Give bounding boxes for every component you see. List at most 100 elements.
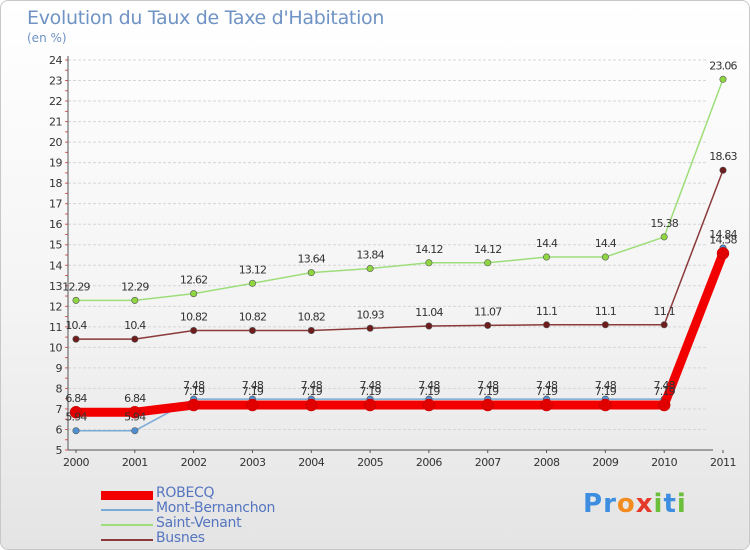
data-label: 7.48: [654, 379, 676, 392]
data-point: [128, 405, 142, 419]
data-label: 7.19: [595, 385, 617, 398]
data-label: 13.64: [298, 253, 326, 266]
series-line-robecq: [71, 248, 728, 417]
data-label: 14.4: [595, 237, 617, 250]
x-tick-label: 2007: [475, 456, 501, 469]
data-label: 7.48: [595, 379, 617, 392]
data-point: [190, 290, 198, 298]
data-label: 7.48: [477, 379, 499, 392]
data-point: [307, 327, 315, 335]
data-label: 23.06: [709, 59, 737, 72]
data-label: 14.58: [709, 233, 737, 246]
data-point: [72, 427, 80, 435]
data-point: [599, 398, 612, 412]
y-tick-label: 5: [56, 444, 63, 457]
legend-label: Saint-Venant: [156, 515, 242, 531]
x-tick-label: 2005: [357, 456, 383, 469]
legend-swatch: [101, 539, 153, 541]
data-label: 13.12: [239, 263, 267, 276]
data-label: 18.63: [709, 150, 737, 163]
y-tick-label: 23: [49, 75, 62, 88]
legend-label: Busnes: [156, 530, 205, 546]
data-label: 7.48: [359, 379, 381, 392]
x-tick-label: 2006: [416, 456, 442, 469]
data-label: 14.4: [536, 237, 558, 250]
series-lines: [69, 75, 730, 435]
data-point: [190, 327, 198, 335]
y-tick-label: 11: [49, 321, 62, 334]
y-tick-label: 17: [49, 198, 62, 211]
data-label: 10.4: [65, 319, 87, 332]
data-label: 10.82: [298, 311, 326, 324]
data-label: 7.19: [301, 385, 323, 398]
legend-swatch: [101, 490, 153, 500]
data-label: 5.94: [65, 411, 87, 424]
x-tick-label: 2010: [651, 456, 677, 469]
chart-title: Evolution du Taux de Taxe d'Habitation: [27, 7, 385, 29]
data-label: 7.48: [418, 379, 440, 392]
x-tick-label: 2011: [710, 456, 736, 469]
logo-letter: i: [676, 489, 687, 519]
y-tick-label: 18: [49, 177, 62, 190]
data-label: 10.82: [239, 311, 267, 324]
data-point: [72, 296, 80, 304]
data-label: 6.84: [65, 392, 87, 405]
legend-label: Mont-Bernanchon: [156, 500, 276, 516]
data-point: [484, 321, 492, 329]
axes: [65, 56, 724, 453]
data-point: [305, 398, 318, 412]
y-tick-label: 21: [49, 116, 62, 129]
data-label: 14.12: [415, 243, 443, 256]
logo-letter: r: [603, 489, 617, 519]
data-point: [248, 327, 256, 335]
data-point: [657, 398, 671, 412]
logo-letter: P: [583, 489, 604, 519]
data-point: [540, 398, 553, 412]
legend-label: ROBECQ: [156, 485, 215, 501]
data-label: 7.48: [242, 379, 264, 392]
logo-letter: t: [663, 489, 677, 519]
data-label: 7.48: [536, 379, 558, 392]
y-tick-label: 16: [49, 218, 62, 231]
y-tick-label: 15: [49, 239, 62, 252]
data-label: 14.84: [709, 228, 737, 241]
data-label: 7.19: [359, 385, 381, 398]
data-labels: 12.29 12.29 12.62 13.12 13.64 13.84 14.12 14.12…: [62, 59, 738, 424]
data-point: [543, 321, 551, 329]
y-tick-label: 20: [49, 136, 62, 149]
data-label: 11.07: [474, 305, 502, 318]
series-line-busnes: [75, 169, 724, 340]
logo-letter: x: [635, 489, 654, 519]
x-tick-label: 2001: [122, 456, 148, 469]
logo-letter: o: [616, 489, 636, 519]
data-point: [716, 247, 730, 260]
data-label: 7.19: [183, 385, 205, 398]
data-label: 11.04: [415, 306, 443, 319]
data-label: 11.1: [536, 305, 557, 318]
data-point: [425, 259, 433, 267]
legend-swatch: [101, 509, 153, 511]
data-point: [187, 398, 200, 412]
y-tick-label: 13: [49, 280, 62, 293]
y-tick-label: 6: [56, 423, 63, 436]
x-tick-label: 2009: [592, 456, 618, 469]
data-point: [363, 398, 377, 412]
data-point: [131, 427, 139, 435]
data-point: [484, 259, 492, 267]
data-point: [248, 279, 256, 287]
y-tick-label: 19: [49, 157, 62, 170]
data-label: 10.4: [124, 319, 146, 332]
data-point: [72, 335, 80, 343]
data-label: 11.1: [595, 305, 616, 318]
data-point: [601, 321, 609, 329]
data-point: [131, 335, 139, 343]
data-label: 11.1: [654, 305, 675, 318]
data-label: 13.84: [356, 249, 384, 262]
data-point: [719, 75, 727, 83]
data-label: 6.84: [124, 392, 146, 405]
data-label: 7.19: [477, 385, 499, 398]
data-label: 5.94: [124, 411, 146, 424]
data-point: [131, 296, 139, 304]
